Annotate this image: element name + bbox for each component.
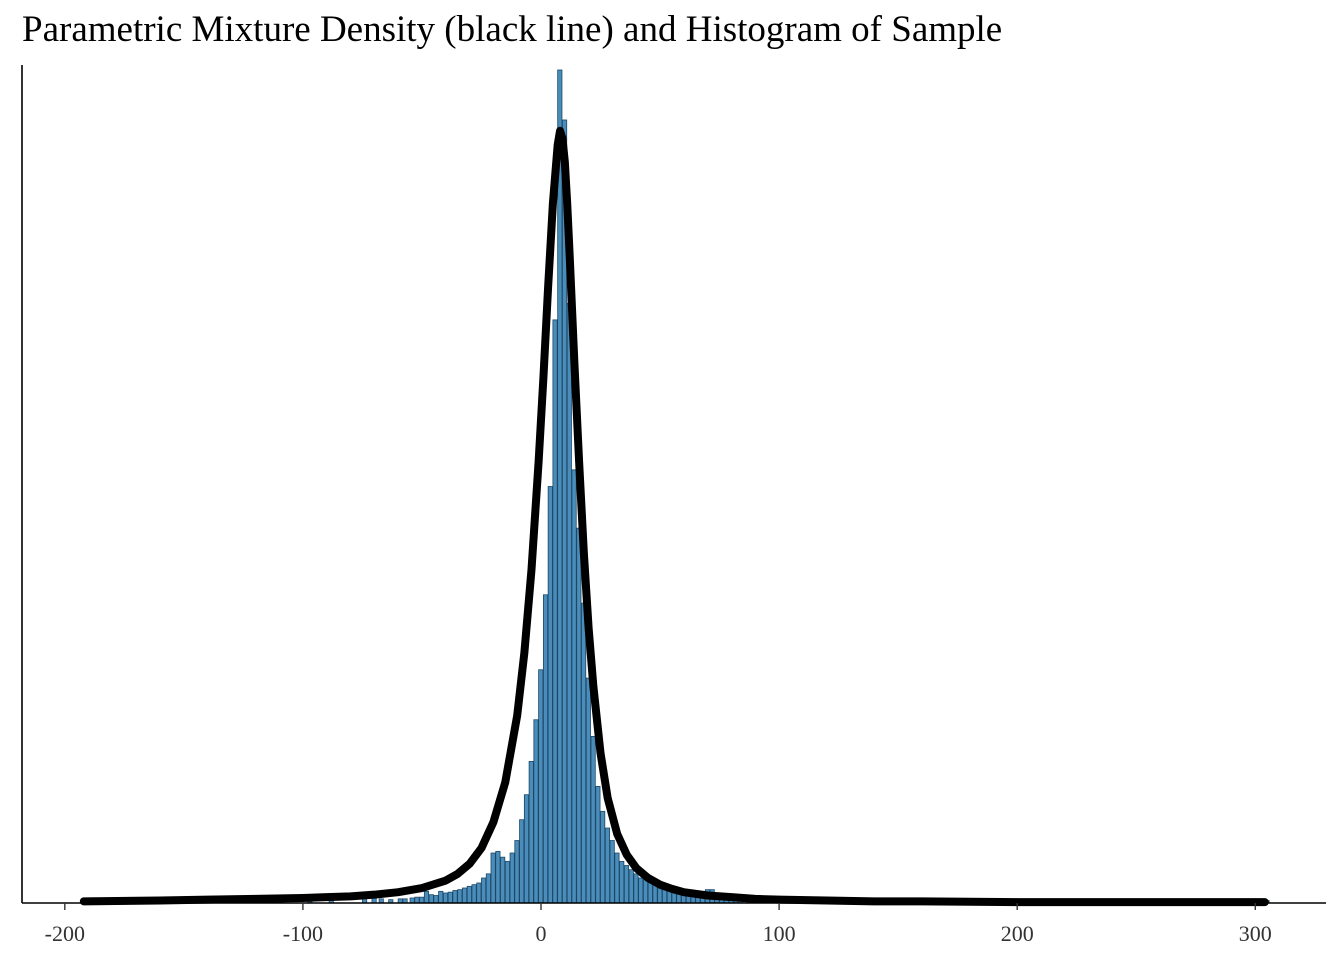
histogram-bar	[509, 852, 515, 904]
x-tick-label: -100	[283, 921, 323, 946]
x-tick-label: 300	[1239, 921, 1272, 946]
x-axis-ticks: -200 -100 0 100 200 300	[45, 903, 1272, 946]
histogram-bar	[447, 891, 453, 904]
histogram-bar	[514, 840, 520, 904]
histogram-bar	[533, 719, 539, 904]
histogram-bar	[619, 860, 625, 904]
histogram-bar	[504, 860, 510, 904]
histogram-bar	[614, 852, 620, 904]
histogram-bar	[585, 677, 591, 904]
histogram-bar	[523, 794, 530, 904]
histogram-bar	[414, 896, 420, 904]
chart-title: Parametric Mixture Density (black line) …	[22, 9, 1003, 50]
histogram-bar	[519, 819, 525, 904]
histogram-bar	[490, 852, 496, 904]
histogram-bar	[433, 895, 439, 904]
histogram-bar	[476, 882, 482, 904]
histogram-bar	[576, 527, 582, 904]
histogram-bar	[500, 856, 506, 904]
x-tick-label: 100	[763, 921, 796, 946]
histogram-bar	[571, 469, 577, 904]
histogram-bar	[423, 890, 430, 904]
histogram-bar	[495, 850, 501, 904]
histogram-bar	[552, 319, 558, 904]
histogram-bar	[623, 865, 630, 904]
histogram-bar	[638, 877, 644, 904]
histogram-bar	[538, 669, 544, 904]
histogram-bar	[471, 884, 477, 904]
histogram-bar	[462, 887, 468, 904]
histogram-bar	[566, 302, 572, 904]
x-tick-label: 0	[536, 921, 547, 946]
histogram-bar	[628, 869, 634, 904]
histogram-bars	[83, 69, 1270, 904]
histogram-bar	[428, 894, 434, 904]
histogram-bar	[600, 810, 606, 904]
histogram-bar	[485, 873, 491, 904]
histogram-bar	[419, 896, 425, 904]
histogram-bar	[452, 890, 458, 904]
histogram-bar	[442, 892, 449, 904]
histogram-bar	[542, 594, 549, 904]
histogram-bar	[557, 69, 563, 904]
histogram-bar	[457, 889, 463, 904]
histogram-bar	[604, 827, 610, 904]
histogram-bar	[590, 736, 596, 904]
histogram-bar	[547, 486, 553, 904]
histogram-bar	[438, 890, 444, 904]
x-tick-label: -200	[45, 921, 85, 946]
histogram-bar	[609, 840, 615, 904]
histogram-bar	[528, 760, 534, 904]
histogram-bar	[581, 602, 587, 904]
histogram-bar	[481, 877, 487, 904]
density-line	[79, 126, 1269, 907]
histogram-bar	[633, 873, 639, 904]
x-tick-label: 200	[1001, 921, 1034, 946]
histogram-bar	[595, 785, 601, 904]
histogram-bar	[466, 885, 472, 904]
